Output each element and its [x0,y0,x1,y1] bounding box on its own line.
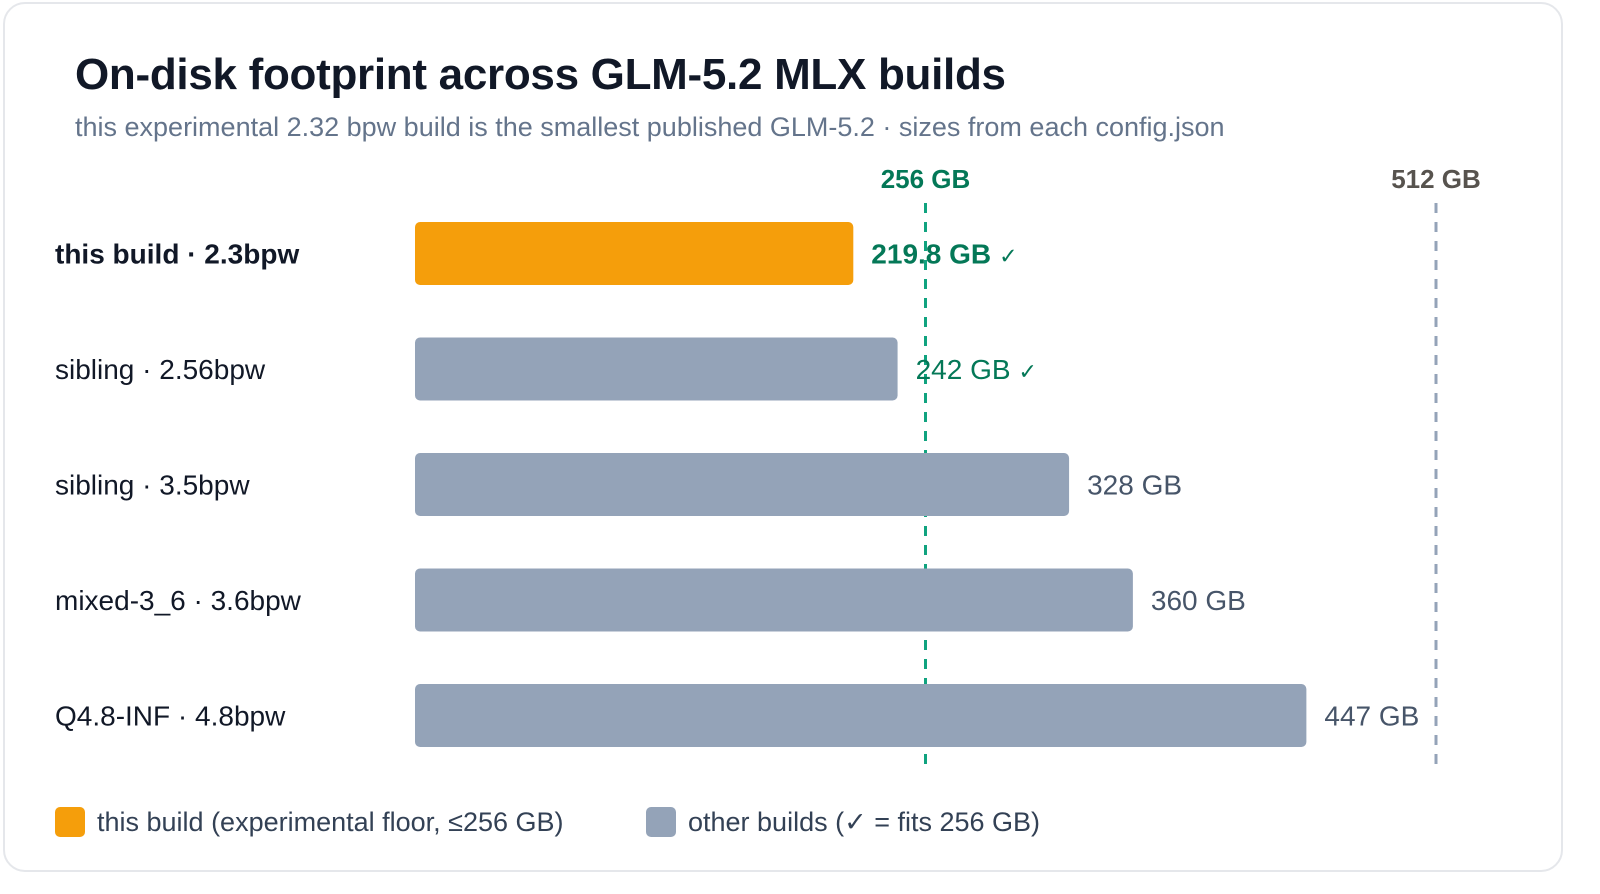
bar [415,222,854,285]
value-label: 242 GB ✓ [916,354,1037,385]
legend-swatch-this-build [55,807,85,837]
check-icon: ✓ [1019,359,1037,384]
legend-label-other-builds: other builds (✓ = fits 256 GB) [688,806,1041,837]
category-label: Q4.8-INF · 4.8bpw [55,701,286,732]
category-label: sibling · 3.5bpw [55,470,250,501]
legend-swatch-other-builds [646,807,676,837]
bar [415,684,1307,747]
check-icon: ✓ [999,244,1017,269]
category-label: this build · 2.3bpw [55,239,299,270]
chart-subtitle: this experimental 2.32 bpw build is the … [75,112,1225,142]
reference-label-512: 512 GB [1391,164,1481,194]
reference-label-256: 256 GB [881,164,971,194]
category-label: sibling · 2.56bpw [55,354,266,385]
legend-label-this-build: this build (experimental floor, ≤256 GB) [97,806,564,837]
legend-item-other-builds: other builds (✓ = fits 256 GB) [646,806,1040,838]
value-label: 219.8 GB ✓ [871,239,1017,270]
legend-item-this-build: this build (experimental floor, ≤256 GB) [55,806,564,838]
chart-title: On-disk footprint across GLM-5.2 MLX bui… [75,50,1006,99]
bar [415,568,1133,632]
bar [415,337,898,401]
value-label: 447 GB [1324,701,1419,732]
category-label: mixed-3_6 · 3.6bpw [55,585,302,616]
bar [415,453,1070,516]
value-label: 328 GB [1087,470,1182,501]
value-label: 360 GB [1151,585,1246,616]
